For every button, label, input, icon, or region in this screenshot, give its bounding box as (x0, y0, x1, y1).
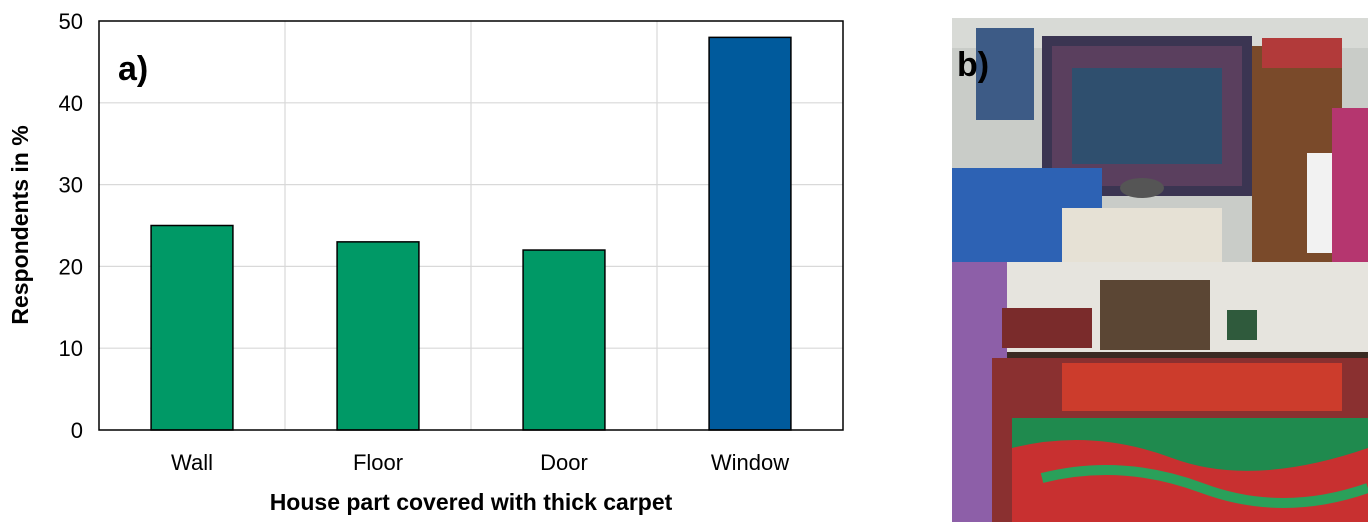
x-tick-labels: Wall Floor Door Window (171, 450, 789, 475)
y-tick-label: 50 (59, 9, 83, 34)
panel-a-label: a) (118, 50, 148, 88)
plot-frame (98, 20, 844, 431)
y-tick-label: 0 (71, 418, 83, 443)
panel-b-label: b) (957, 46, 989, 84)
x-tick-label: Wall (171, 450, 213, 475)
y-tick-label: 40 (59, 91, 83, 116)
bar-floor (336, 241, 420, 431)
x-tick-label: Window (711, 450, 789, 475)
bar-wall (150, 224, 234, 431)
x-tick-label: Floor (353, 450, 403, 475)
photo-panel: b) (952, 18, 1368, 522)
y-tick-label: 30 (59, 173, 83, 198)
y-tick-label: 10 (59, 336, 83, 361)
room-photo-top (952, 18, 1368, 262)
bar-chart: 0 10 20 30 40 50 Wall Floor Door Window a) House… (7, 9, 844, 515)
bar-window (708, 36, 792, 431)
x-tick-label: Door (540, 450, 588, 475)
y-axis-title: Respondents in % (7, 125, 33, 324)
bar-door (522, 249, 606, 431)
y-tick-label: 20 (59, 254, 83, 279)
y-tick-labels: 0 10 20 30 40 50 (59, 9, 83, 443)
room-photo-bottom (952, 262, 1368, 522)
bars (150, 36, 792, 431)
x-axis-title: House part covered with thick carpet (270, 489, 673, 515)
